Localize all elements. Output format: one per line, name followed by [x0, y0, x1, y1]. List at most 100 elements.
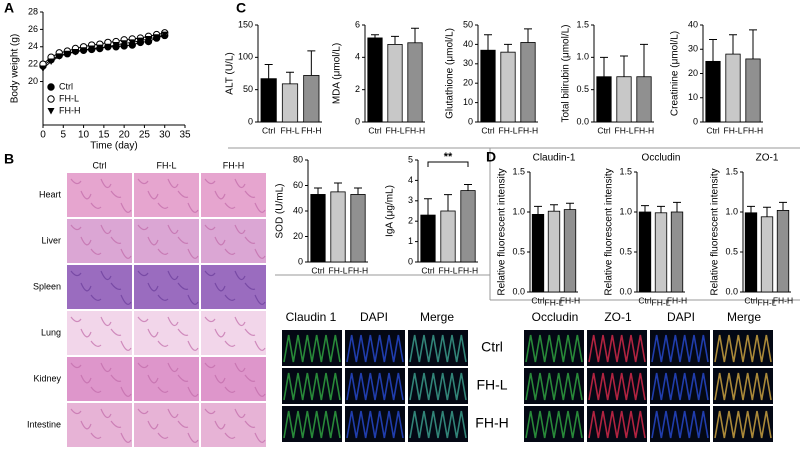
bar: [563, 209, 577, 293]
y-tick-label: 1.5: [576, 19, 589, 29]
y-tick-label: 6: [355, 19, 360, 29]
bar: [387, 44, 403, 123]
marker: [96, 44, 104, 52]
y-tick-label: 80: [293, 154, 303, 164]
tissue-texture: [204, 224, 266, 259]
x-tick-label: FH-L: [386, 125, 405, 135]
tissue-texture: [204, 362, 266, 397]
y-tick-label: 20: [688, 68, 698, 78]
tissue-texture: [204, 178, 266, 213]
marker: [112, 42, 120, 49]
error-bar: [534, 205, 542, 215]
panel-label: C: [236, 0, 246, 16]
row-label: Liver: [41, 235, 61, 245]
y-tick-label: 30: [688, 44, 698, 54]
marker: [136, 37, 144, 45]
bar: [260, 78, 277, 123]
y-axis-label: Relative fluorescent intensity: [604, 168, 615, 295]
series-line: [42, 32, 165, 65]
error-bar: [286, 71, 294, 84]
marker: [128, 39, 136, 46]
marker: [47, 108, 55, 115]
villi-signal: [409, 334, 467, 363]
villi-signal: [346, 372, 404, 401]
error-bar: [334, 182, 342, 192]
histology-image: [134, 173, 199, 217]
error-bar: [444, 194, 452, 211]
bar: [744, 212, 758, 293]
villi-signal: [588, 334, 646, 363]
histology-image: [201, 173, 266, 217]
legend-label: FH-H: [59, 105, 81, 115]
error-bar: [763, 206, 771, 217]
bar: [480, 49, 496, 123]
x-tick-label: FH-H: [458, 265, 478, 275]
bar: [547, 210, 561, 293]
villi-signal: [588, 372, 646, 401]
error-bar: [729, 34, 737, 55]
row-label: Lung: [41, 327, 61, 337]
x-tick-label: 15: [98, 130, 110, 141]
x-axis-label: Time (day): [90, 141, 137, 152]
error-bar: [314, 187, 322, 195]
x-tick-label: 20: [119, 130, 131, 141]
bar: [725, 53, 741, 123]
y-tick-label: 60: [293, 180, 303, 190]
villi-signal: [651, 372, 709, 401]
tissue-texture: [137, 408, 199, 443]
villi-signal: [525, 410, 583, 439]
villi-signal: [714, 410, 772, 439]
error-bar: [484, 34, 492, 51]
y-axis-label: Relative fluorescent intensity: [497, 168, 508, 295]
tissue-texture: [70, 178, 132, 213]
error-bar: [464, 183, 472, 191]
histology-image: [134, 357, 199, 401]
error-bar: [747, 205, 755, 213]
series-line: [42, 34, 165, 69]
row-label: Heart: [39, 189, 62, 199]
x-tick-label: FH-L: [439, 265, 458, 275]
x-tick-label: FH-H: [743, 125, 763, 135]
histology-image: [134, 265, 199, 309]
error-bar: [641, 205, 649, 212]
tissue-texture: [137, 224, 199, 259]
legend-label: FH-L: [59, 93, 79, 103]
y-tick-label: 26: [28, 24, 38, 34]
histology-image: [201, 403, 266, 447]
column-header: DAPI: [667, 310, 695, 324]
y-tick-label: 10: [463, 97, 473, 107]
x-tick-label: FH-H: [348, 265, 368, 275]
y-tick-label: 0.0: [725, 286, 738, 296]
bar: [460, 190, 476, 263]
bar: [636, 76, 652, 123]
x-tick-label: FH-L: [758, 297, 777, 307]
x-tick-label: FH-H: [405, 125, 425, 135]
y-axis-label: Body weight (g): [10, 34, 21, 103]
y-axis-label: IgA (μg/mL): [385, 185, 396, 237]
villi-signal: [651, 334, 709, 363]
tissue-texture: [204, 316, 266, 351]
error-bar: [566, 202, 574, 210]
histology-image: [67, 219, 132, 263]
legend-label: Ctrl: [59, 81, 73, 91]
error-bar: [411, 27, 419, 43]
histology-image: [134, 311, 199, 355]
y-tick-label: 1: [408, 236, 413, 246]
villi-signal: [283, 410, 341, 439]
villi-signal: [525, 372, 583, 401]
bar: [531, 213, 545, 293]
histology-image: [201, 219, 266, 263]
tissue-texture: [70, 408, 132, 443]
y-tick-label: 0: [248, 116, 253, 126]
error-bar: [504, 43, 512, 53]
x-tick-label: FH-L: [499, 125, 518, 135]
y-tick-label: 20: [293, 231, 303, 241]
y-tick-label: 3: [408, 195, 413, 205]
y-tick-label: 1.5: [619, 166, 632, 176]
x-tick-label: Ctrl: [421, 265, 434, 275]
bar: [330, 191, 346, 263]
y-tick-label: 4: [408, 175, 413, 185]
marker: [88, 45, 96, 53]
column-header: Ctrl: [93, 160, 107, 170]
